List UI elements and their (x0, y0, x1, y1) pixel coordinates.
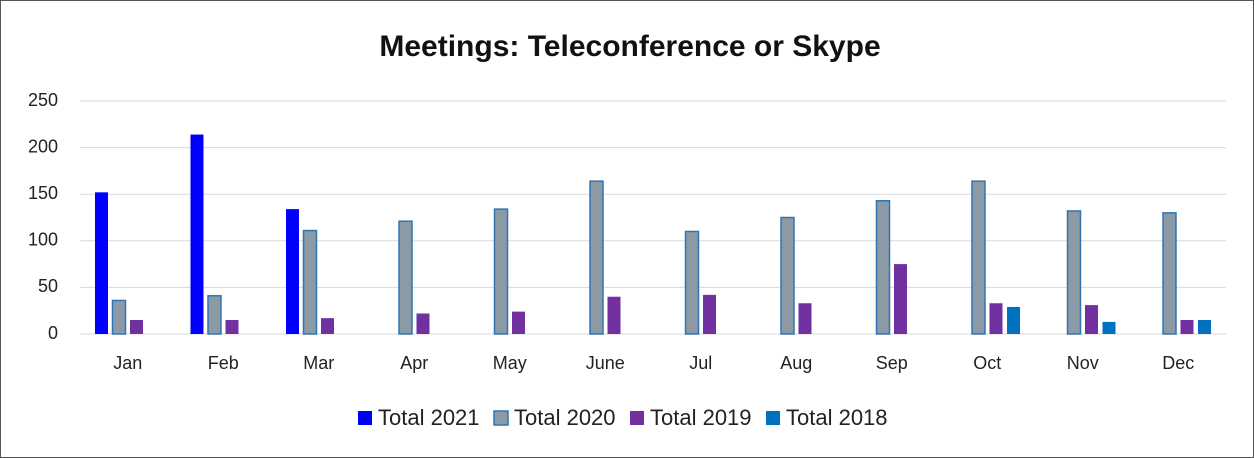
x-tick-label: Mar (303, 353, 334, 373)
bar (589, 180, 604, 335)
bar (1066, 210, 1082, 335)
bar (875, 199, 891, 335)
bar (780, 216, 795, 335)
x-tick-label: Aug (780, 353, 812, 373)
bar (1102, 321, 1116, 334)
legend-label: Total 2020 (514, 405, 616, 430)
bar (703, 294, 716, 334)
bar (225, 320, 239, 334)
legend-label: Total 2018 (786, 405, 888, 430)
bar (190, 134, 204, 334)
legend-label: Total 2021 (378, 405, 480, 430)
bar (286, 209, 299, 334)
y-tick-label: 50 (38, 276, 58, 296)
x-tick-label: Apr (400, 353, 428, 373)
legend-label: Total 2019 (650, 405, 752, 430)
bar (302, 229, 318, 335)
x-tick-label: June (586, 353, 625, 373)
legend-swatch (493, 410, 509, 426)
bar (130, 320, 143, 334)
bar (95, 192, 108, 334)
legend-swatch (358, 411, 372, 425)
y-tick-label: 200 (28, 136, 58, 156)
bar (111, 299, 127, 335)
bar (989, 303, 1003, 334)
y-tick-label: 150 (28, 183, 58, 203)
y-tick-label: 250 (28, 90, 58, 110)
x-tick-label: Feb (208, 353, 239, 373)
bar (416, 313, 430, 334)
bar (321, 318, 334, 334)
x-tick-label: Nov (1067, 353, 1099, 373)
legend-swatch (766, 411, 780, 425)
bar (1198, 320, 1211, 334)
bar (1180, 320, 1194, 334)
x-tick-label: Sep (876, 353, 908, 373)
bar (894, 264, 907, 334)
bar (607, 296, 621, 334)
bar (971, 180, 986, 335)
x-tick-label: Jan (113, 353, 142, 373)
x-tick-label: Jul (689, 353, 712, 373)
chart-title: Meetings: Teleconference or Skype (379, 30, 880, 63)
y-tick-label: 100 (28, 230, 58, 250)
bar (1085, 305, 1098, 334)
y-tick-label: 0 (48, 323, 58, 343)
bar (398, 220, 413, 335)
legend-swatch (630, 411, 644, 425)
bar (798, 303, 812, 334)
bar (512, 311, 525, 334)
bar (207, 295, 222, 335)
bar (493, 208, 509, 335)
bar (684, 230, 700, 335)
bar (1162, 212, 1177, 335)
x-tick-label: Dec (1162, 353, 1194, 373)
x-tick-label: May (493, 353, 527, 373)
bar (1007, 306, 1020, 334)
x-tick-label: Oct (973, 353, 1001, 373)
